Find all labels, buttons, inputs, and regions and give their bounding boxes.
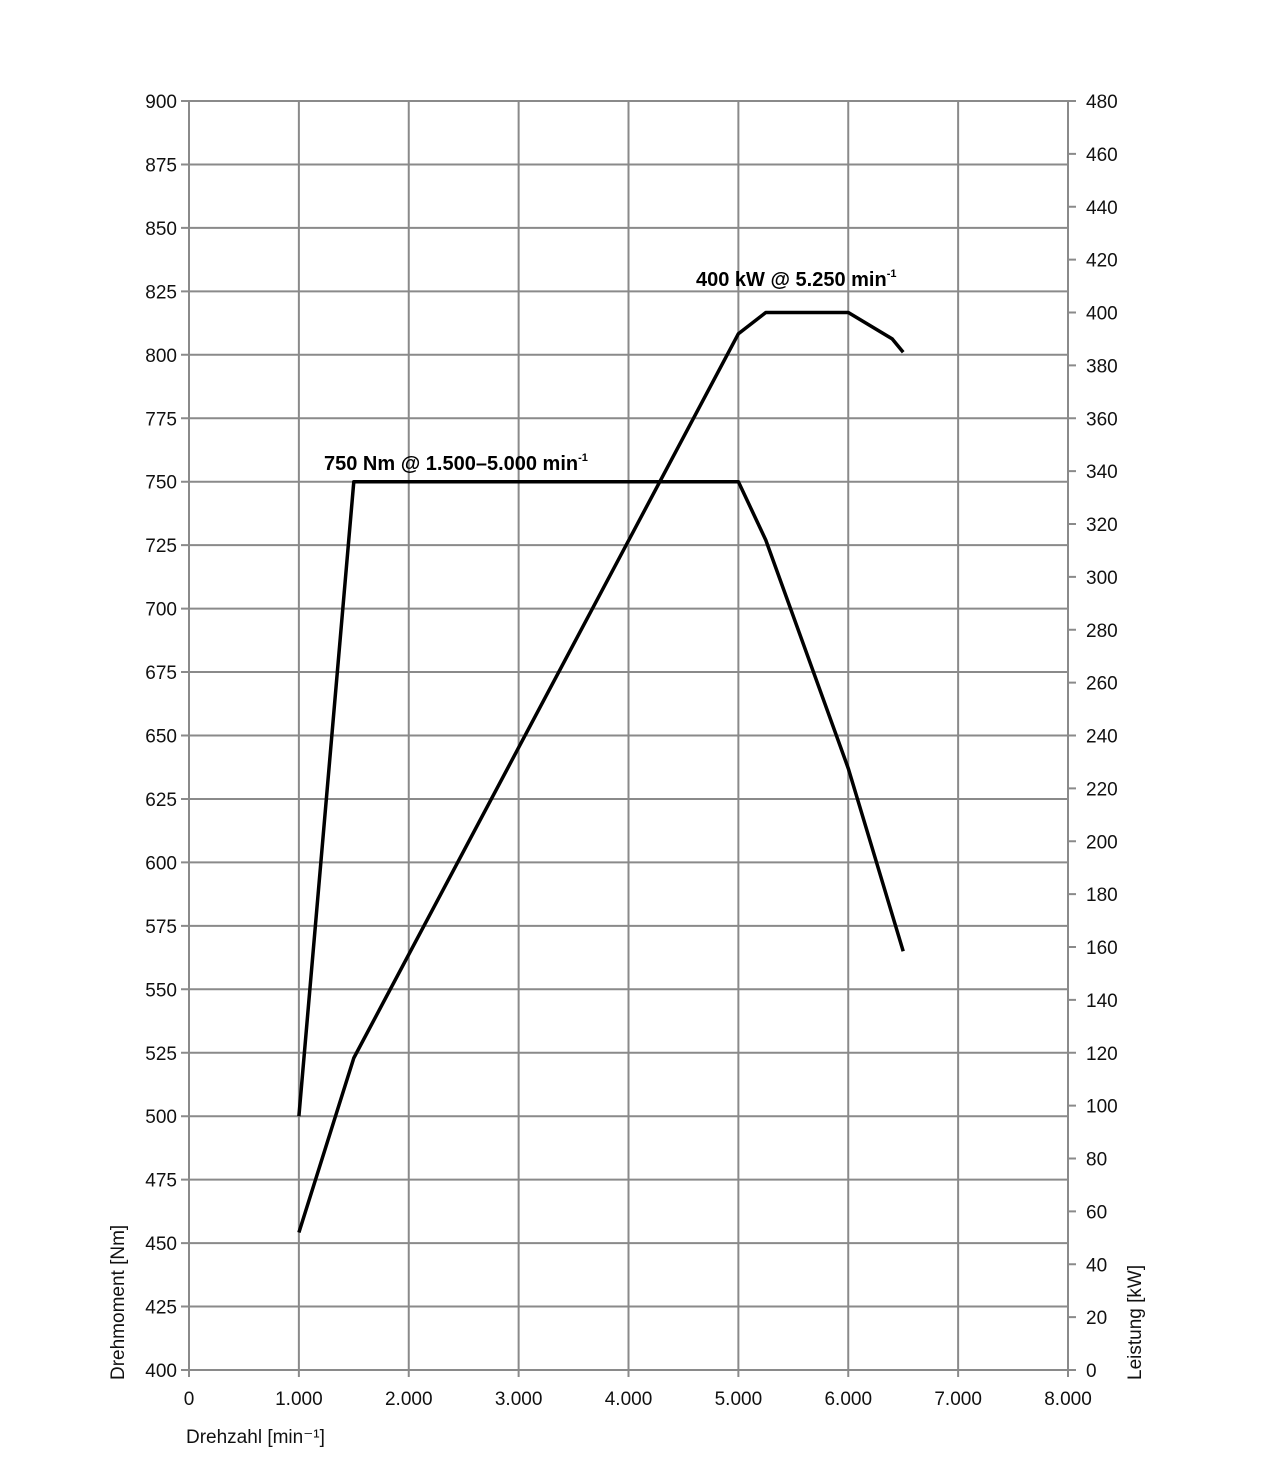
y-tick-label: 450 (145, 1234, 177, 1255)
y2-tick-label: 140 (1086, 991, 1118, 1012)
x-tick-label: 6.000 (824, 1389, 872, 1410)
y-tick-label: 525 (145, 1044, 177, 1065)
y2-tick-label: 440 (1086, 198, 1118, 219)
y2-tick-label: 0 (1086, 1361, 1097, 1382)
y2-tick-label: 380 (1086, 356, 1118, 377)
grid (181, 100, 1076, 1377)
y2-tick-label: 320 (1086, 515, 1118, 536)
y-tick-label: 475 (145, 1171, 177, 1192)
y2-tick-label: 400 (1086, 304, 1118, 325)
x-tick-label: 2.000 (385, 1389, 433, 1410)
y-tick-label: 850 (145, 219, 177, 240)
y2-tick-label: 260 (1086, 674, 1118, 695)
y2-tick-label: 420 (1086, 251, 1118, 272)
series-lines (297, 310, 905, 1234)
y2-tick-label: 200 (1086, 832, 1118, 853)
y-tick-label: 900 (145, 92, 177, 113)
y2-tick-label: 120 (1086, 1044, 1118, 1065)
y-tick-label: 800 (145, 346, 177, 367)
y-tick-label: 575 (145, 917, 177, 938)
x-tick-label: 8.000 (1044, 1389, 1092, 1410)
y2-tick-label: 340 (1086, 462, 1118, 483)
y-tick-label: 775 (145, 409, 177, 430)
power-curve (297, 310, 905, 1234)
y2-tick-label: 80 (1086, 1150, 1107, 1171)
x-tick-label: 3.000 (495, 1389, 543, 1410)
y2-tick-label: 40 (1086, 1255, 1107, 1276)
y2-tick-label: 480 (1086, 92, 1118, 113)
torque-curve (297, 479, 905, 1117)
y2-tick-label: 220 (1086, 779, 1118, 800)
y2-axis-title: Leistung [kW] (1125, 1265, 1146, 1380)
y-tick-label: 650 (145, 727, 177, 748)
power-annotation: 400 kW @ 5.250 min-1 (696, 268, 896, 291)
y-tick-label: 750 (145, 473, 177, 494)
y-tick-label: 700 (145, 600, 177, 621)
y2-tick-label: 360 (1086, 409, 1118, 430)
y2-tick-label: 240 (1086, 727, 1118, 748)
y2-tick-label: 20 (1086, 1308, 1107, 1329)
y-tick-label: 600 (145, 853, 177, 874)
y2-tick-label: 160 (1086, 938, 1118, 959)
x-tick-label: 5.000 (715, 1389, 763, 1410)
y-tick-label: 725 (145, 536, 177, 557)
y-tick-label: 625 (145, 790, 177, 811)
x-axis-title: Drehzahl [min⁻¹] (186, 1427, 325, 1448)
y2-tick-label: 300 (1086, 568, 1118, 589)
y2-tick-label: 60 (1086, 1202, 1107, 1223)
x-tick-label: 7.000 (934, 1389, 982, 1410)
y2-tick-label: 460 (1086, 145, 1118, 166)
y2-tick-label: 280 (1086, 621, 1118, 642)
y-tick-label: 550 (145, 980, 177, 1001)
x-tick-label: 4.000 (605, 1389, 653, 1410)
y-tick-label: 825 (145, 282, 177, 303)
y-tick-label: 500 (145, 1107, 177, 1128)
y-tick-label: 875 (145, 155, 177, 176)
y-axis-title: Drehmoment [Nm] (108, 1225, 129, 1380)
y-tick-label: 400 (145, 1361, 177, 1382)
tick-labels: 0 1.000 2.000 3.000 4.000 5.000 6.000 7.000 8.00… (145, 92, 1117, 1410)
y-tick-label: 675 (145, 663, 177, 684)
torque-annotation: 750 Nm @ 1.500–5.000 min-1 (324, 452, 588, 475)
y-tick-label: 425 (145, 1298, 177, 1319)
y2-tick-label: 180 (1086, 885, 1118, 906)
y2-tick-label: 100 (1086, 1097, 1118, 1118)
x-tick-label: 1.000 (275, 1389, 323, 1410)
x-tick-label: 0 (184, 1389, 195, 1410)
